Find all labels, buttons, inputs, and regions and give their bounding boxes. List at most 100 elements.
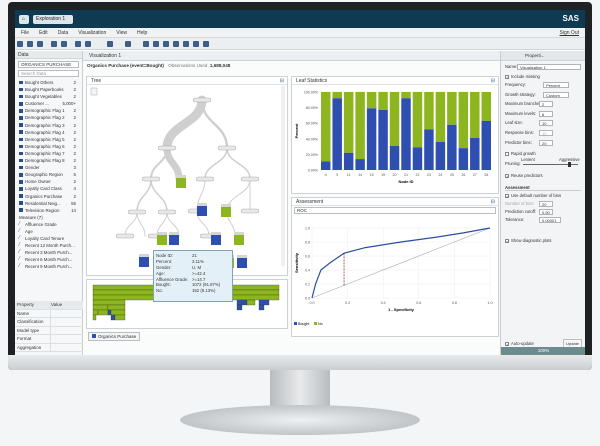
- menu-view[interactable]: View: [116, 30, 127, 36]
- leaf-header: [234, 232, 244, 235]
- data-item[interactable]: Geographic Region 5: [15, 171, 82, 178]
- auto-update-checkbox[interactable]: ✓ Auto-update: [505, 341, 534, 347]
- menu-help[interactable]: Help: [136, 30, 148, 36]
- home-button[interactable]: ⌂: [19, 15, 29, 24]
- use-default-bins-checkbox[interactable]: ✓ Use default number of bins: [505, 193, 561, 198]
- data-item[interactable]: Demographic Flag 7 2: [15, 150, 82, 157]
- data-item[interactable]: Television Region 14: [15, 207, 82, 214]
- spinner-3[interactable]: 6: [539, 110, 553, 117]
- data-item[interactable]: Bought Paperbooks 2: [15, 86, 82, 93]
- legend-organics-purchase[interactable]: Organics Purchase: [88, 332, 141, 341]
- data-item[interactable]: Organics Purchase 2: [15, 193, 82, 200]
- exploration-tab[interactable]: Exploration 1: [33, 15, 73, 24]
- spinner-6[interactable]: 20: [539, 139, 553, 146]
- measure-item[interactable]: ⁄ Loyalty Card Tenure: [15, 235, 82, 242]
- data-item[interactable]: Loyalty Card Class 4: [15, 185, 82, 192]
- scatter-icon[interactable]: [193, 41, 199, 47]
- reuse-predictors-checkbox[interactable]: ✓ Reuse predictors: [505, 173, 543, 178]
- decision-tree[interactable]: [87, 86, 287, 276]
- category-icon: [19, 80, 23, 85]
- show-diagnostic-checkbox[interactable]: ✓ Show diagnostic plots: [505, 238, 552, 243]
- checkbox[interactable]: ✓: [505, 173, 510, 179]
- rapid-growth-checkbox[interactable]: Rapid growth: [505, 151, 536, 156]
- maximize-icon[interactable]: ⊟: [490, 78, 495, 84]
- data-item[interactable]: Demographic Flag 2 2: [15, 114, 82, 121]
- menu-data[interactable]: Data: [57, 30, 69, 36]
- measure-item[interactable]: ⁄ Affluence Grade: [15, 221, 82, 228]
- cutoff-value-input[interactable]: 0.50: [539, 209, 553, 215]
- measure-item[interactable]: ⁄ Recent 3 Month Purch...: [15, 249, 82, 256]
- undo-icon[interactable]: [51, 41, 57, 47]
- search-data-input[interactable]: Search Data: [18, 70, 79, 77]
- tree-icon[interactable]: [203, 41, 209, 47]
- select-0[interactable]: Percent: [543, 82, 569, 88]
- measure-group[interactable]: Measure (7): [19, 214, 43, 220]
- menu-visualization[interactable]: Visualization: [78, 30, 107, 36]
- property-row[interactable]: Classification: [15, 318, 83, 327]
- data-item[interactable]: Demographic Flag 8 2: [15, 157, 82, 164]
- measure-item[interactable]: ⁄ Recent 6 Month Purch...: [15, 256, 82, 263]
- measure-item[interactable]: ⁄ Recent 9 Month Purch...: [15, 263, 82, 270]
- pointer-icon[interactable]: [107, 41, 113, 47]
- spinner-4[interactable]: 10: [539, 120, 553, 127]
- measure-item[interactable]: ⁄ Age: [15, 228, 82, 235]
- spinner-2[interactable]: 2: [539, 101, 553, 108]
- bar-bought: [412, 147, 423, 170]
- checkbox[interactable]: ✓: [505, 74, 510, 80]
- data-item[interactable]: Demographic Flag 6 2: [15, 143, 82, 150]
- copy-icon[interactable]: [85, 41, 91, 47]
- sign-out-link[interactable]: Sign Out: [559, 30, 579, 36]
- visualization-tab[interactable]: Visualization 1: [89, 53, 122, 59]
- data-item[interactable]: Bought Vegetables 2: [15, 93, 82, 100]
- category-icon: [19, 116, 23, 120]
- data-item[interactable]: Demographic Flag 4 2: [15, 129, 82, 136]
- property-row[interactable]: Model type: [15, 326, 83, 335]
- data-item[interactable]: Demographic Flag 1 2: [15, 107, 82, 114]
- name-input[interactable]: Visualization 1: [517, 64, 581, 70]
- chart-icon[interactable]: [143, 41, 149, 47]
- spinner-5[interactable]: 10: [539, 130, 553, 136]
- property-row[interactable]: Aggregation: [15, 343, 83, 352]
- menu-file[interactable]: File: [21, 30, 30, 36]
- data-item[interactable]: Home Owner 2: [15, 178, 82, 185]
- data-item[interactable]: Gender 3: [15, 164, 82, 171]
- redo-icon[interactable]: [61, 41, 67, 47]
- data-item[interactable]: Residential Neig... 55: [15, 200, 82, 207]
- tree-branch: [204, 147, 228, 180]
- assessment-type-select[interactable]: ROC: [294, 207, 496, 214]
- tab-properties[interactable]: Properti...: [525, 53, 545, 58]
- bins-value-input[interactable]: 20: [539, 201, 553, 207]
- open-icon[interactable]: [27, 41, 33, 47]
- table-icon[interactable]: [153, 41, 159, 47]
- delete-icon[interactable]: [75, 41, 81, 47]
- data-item[interactable]: Bought Others 2: [15, 79, 82, 86]
- maximize-icon[interactable]: ⊟: [279, 78, 284, 84]
- menu-edit[interactable]: Edit: [39, 30, 48, 36]
- checkbox[interactable]: ✓: [505, 193, 510, 199]
- save-icon[interactable]: [37, 41, 43, 47]
- include-missing-checkbox[interactable]: ✓ Include missing: [505, 74, 540, 79]
- property-row[interactable]: Name: [15, 309, 83, 318]
- pruning-slider-handle[interactable]: [568, 162, 572, 167]
- checkbox[interactable]: [505, 151, 509, 156]
- export-icon[interactable]: [125, 41, 131, 47]
- field-1-label: Growth strategy:: [505, 91, 536, 97]
- pruning-slider[interactable]: [523, 164, 578, 165]
- measure-item[interactable]: ⁄ Recent 12 Month Purch...: [15, 242, 82, 249]
- maximize-icon[interactable]: ⊟: [490, 199, 495, 205]
- new-icon[interactable]: [17, 41, 23, 47]
- data-item[interactable]: Demographic Flag 5 2: [15, 136, 82, 143]
- tolerance-value-input[interactable]: 0.00001: [539, 217, 561, 223]
- crosstab-icon[interactable]: [163, 41, 169, 47]
- reuse-predictors-checkbox-label: Reuse predictors: [511, 173, 543, 178]
- checkbox[interactable]: ✓: [505, 238, 510, 244]
- data-item[interactable]: Customer ... 5,000+: [15, 100, 82, 107]
- select-1[interactable]: Custom: [543, 91, 569, 98]
- line-chart-icon[interactable]: [183, 41, 189, 47]
- property-row[interactable]: Format: [15, 335, 83, 344]
- tree-leaf: [169, 235, 179, 245]
- bar-chart-icon[interactable]: [173, 41, 179, 47]
- include-missing-checkbox-label: Include missing: [511, 74, 540, 79]
- data-source-select[interactable]: ORGANICS PURCHASE: [18, 61, 79, 68]
- data-item[interactable]: Demographic Flag 3 2: [15, 122, 82, 129]
